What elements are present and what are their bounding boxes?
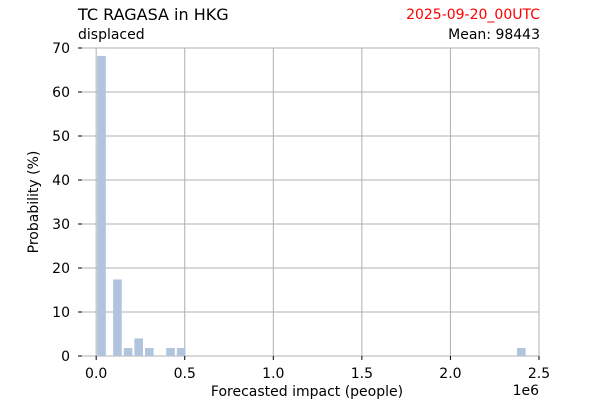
histogram-bar	[166, 348, 175, 356]
y-tick-label: 20	[52, 261, 70, 277]
x-offset-label: 1e6	[513, 383, 540, 399]
y-tick-label: 0	[61, 349, 70, 365]
mean-label: Mean: 98443	[448, 27, 540, 43]
y-tick-label: 70	[52, 41, 70, 57]
x-tick-label: 1.0	[262, 366, 284, 382]
forecast-date: 2025-09-20_00UTC	[406, 7, 540, 23]
x-tick-label: 2.5	[528, 366, 550, 382]
chart-subtitle: displaced	[78, 27, 145, 43]
histogram-bar	[97, 55, 106, 357]
y-tick-label: 10	[52, 305, 70, 321]
tick-layer: 0 10 20 30 40 50 60 70 0.0 0.5 1.0 1.5 2.0 2.5	[52, 41, 550, 382]
histogram-bar	[516, 348, 526, 356]
x-tick-label: 0.5	[174, 366, 196, 382]
x-tick-label: 2.0	[439, 366, 461, 382]
x-tick-label: 0.0	[85, 366, 107, 382]
x-axis-label: Forecasted impact (people)	[211, 384, 403, 400]
y-tick-label: 30	[52, 217, 70, 233]
y-axis-label: Probability (%)	[26, 151, 42, 254]
grid-layer	[82, 47, 540, 357]
histogram-bar	[144, 348, 154, 356]
y-tick-label: 50	[52, 129, 70, 145]
bar-layer	[97, 55, 526, 357]
histogram-bar	[123, 348, 133, 356]
x-tick-label: 1.5	[351, 366, 373, 382]
y-tick-label: 60	[52, 85, 70, 101]
histogram-bar	[134, 338, 143, 356]
chart-title: TC RAGASA in HKG	[78, 5, 229, 24]
histogram-bar	[113, 279, 122, 356]
histogram-bar	[176, 348, 186, 356]
y-tick-label: 40	[52, 173, 70, 189]
